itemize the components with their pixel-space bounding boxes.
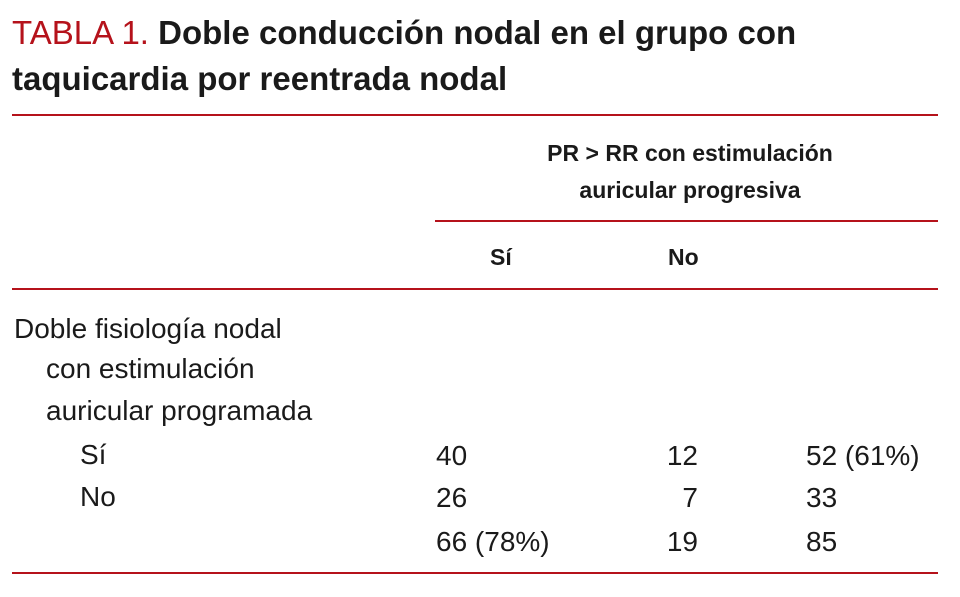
cell-total-si: 66 (78%) bbox=[436, 526, 550, 557]
group-header-line-2: auricular progresiva bbox=[579, 177, 801, 203]
table-number: TABLA 1. bbox=[12, 14, 149, 51]
header-rule bbox=[12, 288, 938, 290]
row-header-line-1: Doble fisiología nodal bbox=[14, 313, 282, 344]
group-header: PR > RR con estimulación auricular progr… bbox=[440, 135, 940, 209]
row-label-no: No bbox=[80, 481, 116, 512]
row-label-si: Sí bbox=[80, 439, 107, 470]
group-header-line-1: PR > RR con estimulación bbox=[547, 140, 833, 166]
table-caption: Doble conducción nodal en el grupo con t… bbox=[12, 14, 797, 97]
column-header-si: Sí bbox=[490, 244, 512, 270]
row-header-line-2: con estimulación bbox=[46, 353, 255, 384]
cell-total-total: 85 bbox=[806, 526, 838, 557]
column-header-no: No bbox=[668, 244, 699, 270]
cell-si-no: 12 bbox=[666, 440, 698, 471]
cell-si-si: 40 bbox=[436, 440, 468, 471]
cell-total-no: 19 bbox=[666, 526, 698, 557]
cell-no-si: 26 bbox=[436, 482, 468, 513]
cell-no-no: 7 bbox=[682, 482, 698, 513]
cell-no-total: 33 bbox=[806, 482, 838, 513]
group-rule bbox=[435, 220, 938, 222]
bottom-rule bbox=[12, 572, 938, 574]
cell-si-total: 52 (61%) bbox=[806, 440, 920, 471]
table-title: TABLA 1. Doble conducción nodal en el gr… bbox=[12, 10, 942, 102]
top-rule bbox=[12, 114, 938, 116]
row-header-line-3: auricular programada bbox=[46, 395, 313, 426]
